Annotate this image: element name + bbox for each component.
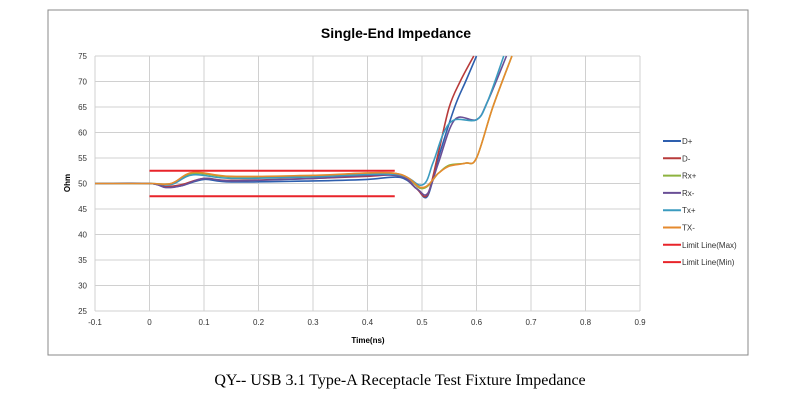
x-tick-label: 0.5 <box>416 318 428 327</box>
legend-label: D+ <box>682 137 693 146</box>
x-tick-label: 0.9 <box>634 318 646 327</box>
y-tick-label: 70 <box>78 78 87 87</box>
series-line-d- <box>94 55 475 198</box>
x-tick-label: 0.2 <box>253 318 265 327</box>
y-axis-label: Ohm <box>63 174 72 192</box>
y-tick-label: 30 <box>78 282 87 291</box>
y-tick-label: 50 <box>78 180 87 189</box>
legend-label: Rx- <box>682 189 695 198</box>
legend-label: Limit Line(Max) <box>682 241 737 250</box>
figure-caption: QY-- USB 3.1 Type-A Receptacle Test Fixt… <box>214 372 586 389</box>
x-tick-label: 0.8 <box>580 318 592 327</box>
y-tick-label: 45 <box>78 205 87 214</box>
x-tick-label: 0 <box>147 318 152 327</box>
y-tick-label: 55 <box>78 154 87 163</box>
y-tick-label: 65 <box>78 103 87 112</box>
legend-label: Limit Line(Min) <box>682 258 735 267</box>
x-axis-label: Time(ns) <box>351 336 385 345</box>
y-tick-label: 25 <box>78 307 87 316</box>
x-tick-label: 0.3 <box>307 318 319 327</box>
legend-label: D- <box>682 154 691 163</box>
legend-label: TX- <box>682 224 695 233</box>
x-tick-label: 0.6 <box>471 318 483 327</box>
x-tick-label: 0.4 <box>362 318 374 327</box>
series-line-tx- <box>95 55 513 189</box>
y-tick-label: 35 <box>78 256 87 265</box>
x-tick-label: 0.1 <box>198 318 210 327</box>
x-tick-label: 0.7 <box>525 318 537 327</box>
chart-title: Single-End Impedance <box>321 25 471 41</box>
x-tick-label: -0.1 <box>88 318 102 327</box>
y-tick-label: 75 <box>78 52 87 61</box>
chart-frame <box>47 9 749 356</box>
legend-label: Tx+ <box>682 206 696 215</box>
y-tick-label: 60 <box>78 129 87 138</box>
legend-label: Rx+ <box>682 172 697 181</box>
series-line-rx- <box>94 55 508 196</box>
y-tick-label: 40 <box>78 231 87 240</box>
